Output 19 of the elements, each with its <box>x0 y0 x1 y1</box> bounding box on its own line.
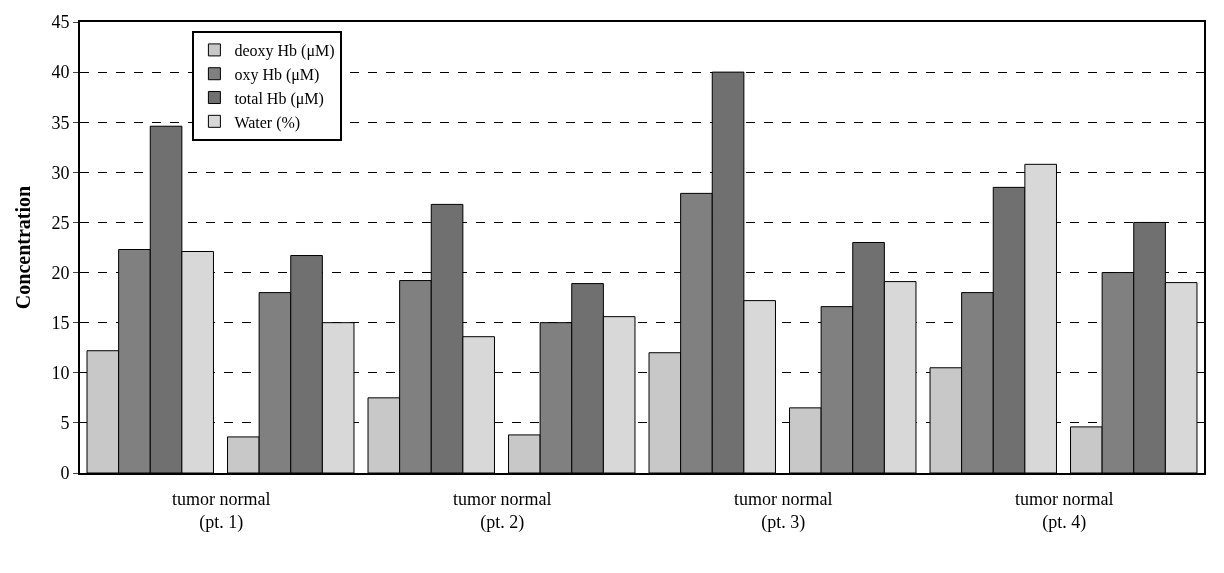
legend-label: total Hb (μM) <box>234 89 324 108</box>
y-tick-label: 5 <box>60 413 70 434</box>
text: tumor normal (pt. 3) <box>734 489 833 534</box>
y-tick-label: 10 <box>51 363 70 384</box>
y-tick-label: 20 <box>51 262 70 283</box>
y-tick-label: 30 <box>51 162 70 183</box>
legend-label: deoxy Hb (μM) <box>234 42 335 61</box>
text: tumor normal (pt. 1) <box>172 489 271 534</box>
y-tick-label: 15 <box>51 312 70 333</box>
legend-label: oxy Hb (μM) <box>234 65 320 84</box>
y-tick-label: 0 <box>60 463 70 484</box>
y-axis-title: Concentration <box>12 185 35 310</box>
y-tick-label: 40 <box>51 62 70 83</box>
legend-label: Water (%) <box>234 113 301 132</box>
y-tick-label: 35 <box>51 112 70 133</box>
text: tumor normal (pt. 2) <box>453 489 552 534</box>
y-tick-label: 25 <box>51 212 70 233</box>
y-tick-label: 45 <box>51 12 70 33</box>
text: tumor normal (pt. 4) <box>1015 489 1114 534</box>
